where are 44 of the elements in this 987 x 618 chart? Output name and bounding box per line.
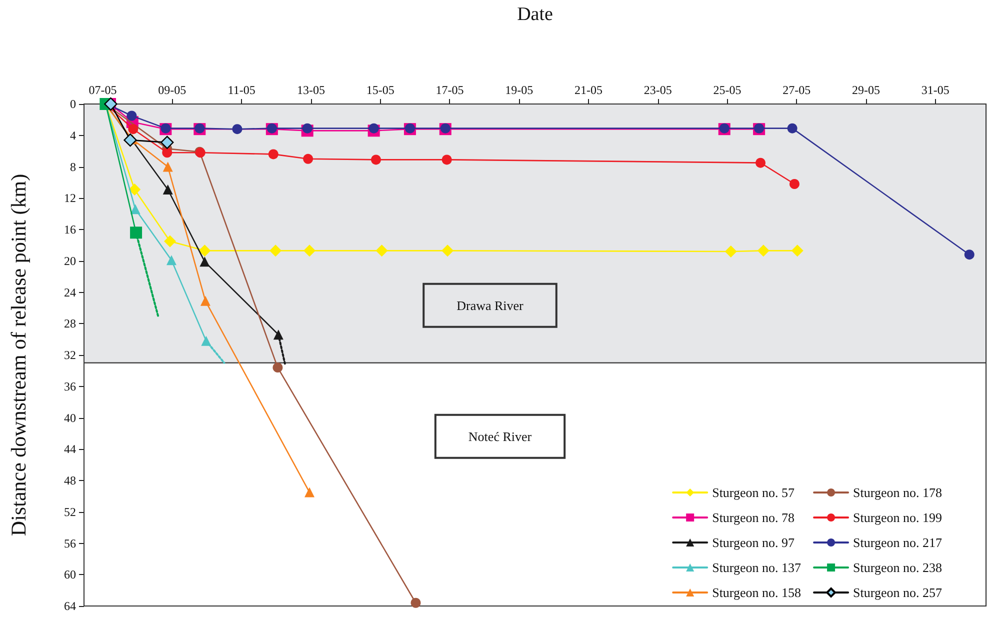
legend-label: Sturgeon no. 257 <box>853 585 942 600</box>
x-tick-label: 09-05 <box>158 83 186 97</box>
legend-label: Sturgeon no. 178 <box>853 485 942 500</box>
legend-label: Sturgeon no. 57 <box>712 485 796 500</box>
x-axis-title: Date <box>517 4 553 25</box>
legend-label: Sturgeon no. 217 <box>853 535 942 550</box>
legend-label: Sturgeon no. 97 <box>712 535 796 550</box>
y-axis-title: Distance downstream of release point (km) <box>6 174 30 536</box>
x-tick-label: 27-05 <box>782 83 811 97</box>
y-tick-label: 48 <box>64 474 76 488</box>
y-tick-label: 56 <box>64 536 76 550</box>
y-tick-label: 0 <box>70 97 76 111</box>
x-tick-label: 19-05 <box>505 83 534 97</box>
y-tick-label: 20 <box>64 254 76 268</box>
y-tick-label: 12 <box>64 191 76 206</box>
x-tick-label: 25-05 <box>713 83 742 97</box>
y-tick-label: 64 <box>64 599 76 613</box>
x-tick-label: 07-05 <box>88 83 117 97</box>
x-tick-label: 15-05 <box>366 83 394 97</box>
legend-label: Sturgeon no. 137 <box>712 560 802 575</box>
y-tick-label: 40 <box>64 410 76 425</box>
legend-label: Sturgeon no. 199 <box>853 510 942 525</box>
y-tick-label: 44 <box>64 442 76 456</box>
band-label: Noteć River <box>468 428 532 444</box>
y-tick-label: 16 <box>64 222 76 236</box>
x-tick-label: 11-05 <box>228 83 256 97</box>
x-tick-label: 21-05 <box>574 83 602 97</box>
y-tick-label: 32 <box>64 348 76 362</box>
x-tick-label: 23-05 <box>644 83 672 97</box>
band-label: Drawa River <box>456 298 524 313</box>
y-tick-label: 28 <box>64 316 76 331</box>
x-tick-label: 17-05 <box>436 83 464 97</box>
y-tick-label: 36 <box>64 379 76 394</box>
y-tick-label: 24 <box>64 285 76 300</box>
legend-label: Sturgeon no. 78 <box>712 510 795 525</box>
y-tick-label: 4 <box>70 128 76 142</box>
legend-label: Sturgeon no. 158 <box>712 585 802 600</box>
y-tick-label: 8 <box>70 160 76 174</box>
legend-label: Sturgeon no. 238 <box>853 560 942 575</box>
x-tick-label: 29-05 <box>852 83 880 97</box>
y-tick-label: 60 <box>64 568 76 582</box>
x-tick-label: 13-05 <box>296 83 325 97</box>
x-tick-label: 31-05 <box>921 83 950 97</box>
y-tick-label: 52 <box>64 504 76 519</box>
